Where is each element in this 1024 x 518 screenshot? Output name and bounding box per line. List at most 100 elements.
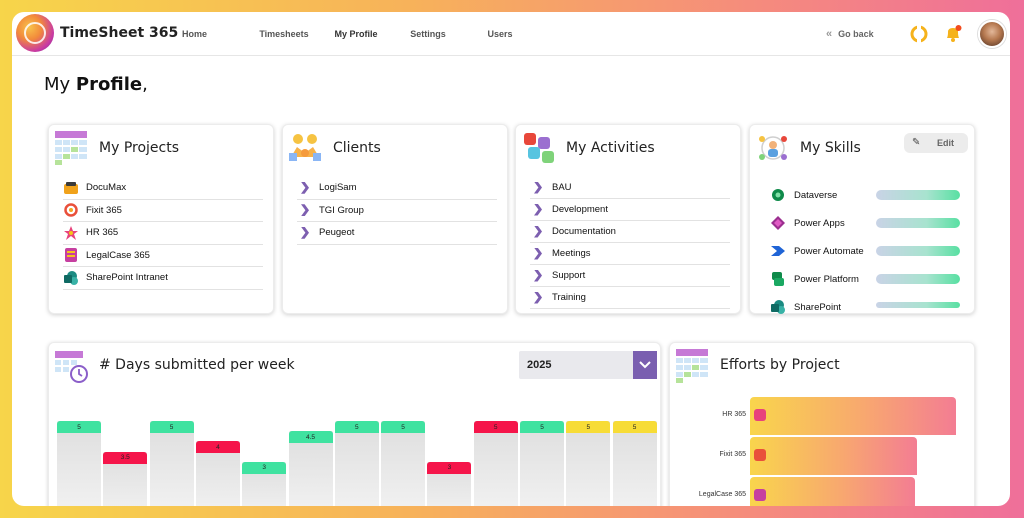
chevron-right-icon bbox=[534, 203, 542, 216]
client-item[interactable]: LogiSam bbox=[297, 177, 497, 200]
project-item[interactable]: LegalCase 365 bbox=[63, 245, 263, 267]
client-item[interactable]: TGI Group bbox=[297, 200, 497, 222]
skill-item: SharePoint bbox=[770, 299, 841, 315]
activity-label: Meetings bbox=[552, 248, 591, 259]
day-bar[interactable] bbox=[566, 421, 611, 506]
sync-icon[interactable] bbox=[909, 24, 929, 44]
year-dropdown[interactable]: 2025 bbox=[519, 351, 657, 379]
activity-label: BAU bbox=[552, 182, 572, 193]
day-bar-label: 3.5 bbox=[103, 451, 148, 464]
day-bar[interactable] bbox=[520, 421, 564, 506]
skill-level-bar bbox=[876, 302, 960, 308]
efforts-bar[interactable] bbox=[750, 397, 956, 435]
activities-list: BAU Development Documentation Meetings S… bbox=[530, 177, 730, 309]
day-bar[interactable] bbox=[334, 421, 379, 506]
activity-item[interactable]: Training bbox=[530, 287, 730, 309]
activity-item[interactable]: Meetings bbox=[530, 243, 730, 265]
project-item[interactable]: DocuMax bbox=[63, 177, 263, 200]
logo[interactable]: TimeSheet 365 bbox=[16, 14, 178, 52]
chevron-right-icon bbox=[301, 204, 309, 217]
power-automate-icon bbox=[770, 243, 786, 259]
project-icon bbox=[754, 449, 766, 461]
day-bar-label: 5 bbox=[149, 421, 194, 433]
skill-level-bar bbox=[876, 246, 960, 256]
activity-item[interactable]: Documentation bbox=[530, 221, 730, 243]
clients-title: Clients bbox=[333, 140, 381, 156]
my-activities-card: My Activities BAU Development Documentat… bbox=[515, 124, 741, 314]
project-label: LegalCase 365 bbox=[86, 249, 150, 261]
edit-label: Edit bbox=[937, 138, 954, 148]
power-platform-icon bbox=[770, 271, 786, 287]
calendar-grid-icon bbox=[676, 349, 708, 388]
nav-users[interactable]: Users bbox=[487, 29, 513, 39]
day-bar[interactable] bbox=[57, 421, 101, 506]
documax-icon bbox=[63, 180, 79, 196]
my-projects-title: My Projects bbox=[99, 140, 180, 156]
app-title: TimeSheet 365 bbox=[60, 25, 179, 41]
efforts-bar[interactable] bbox=[750, 437, 917, 475]
day-bar[interactable] bbox=[473, 421, 518, 506]
day-bar-label: 5 bbox=[57, 421, 101, 433]
efforts-bar[interactable] bbox=[750, 477, 915, 506]
project-label: HR 365 bbox=[86, 227, 119, 239]
project-icon bbox=[754, 489, 766, 501]
project-label: SharePoint Intranet bbox=[86, 272, 168, 284]
page-title: My Profile, bbox=[44, 74, 148, 95]
project-item[interactable]: HR 365 bbox=[63, 222, 263, 245]
skill-item: Power Apps bbox=[770, 215, 845, 231]
top-navigation: TimeSheet 365 Home Timesheets My Profile… bbox=[12, 12, 1010, 56]
activity-item[interactable]: BAU bbox=[530, 177, 730, 199]
client-item[interactable]: Peugeot bbox=[297, 222, 497, 245]
chevron-right-icon bbox=[534, 269, 542, 282]
project-item[interactable]: Fixit 365 bbox=[63, 200, 263, 222]
day-bar[interactable] bbox=[149, 421, 194, 506]
day-bar-label: 5 bbox=[381, 421, 426, 433]
day-bar[interactable] bbox=[288, 431, 333, 506]
nav-timesheets[interactable]: Timesheets bbox=[259, 29, 309, 39]
edit-skills-button[interactable]: ✎ Edit bbox=[904, 133, 968, 153]
days-chart-card: # Days submitted per week 2025 5 3.5 5 4 3 4.… bbox=[48, 342, 661, 506]
day-bar-label: 5 bbox=[566, 421, 611, 433]
activity-item[interactable]: Support bbox=[530, 265, 730, 287]
chevron-right-icon bbox=[301, 226, 309, 239]
app-window: TimeSheet 365 Home Timesheets My Profile… bbox=[12, 12, 1010, 506]
efforts-category-label: Fixit 365 bbox=[719, 451, 746, 458]
sharepoint-icon bbox=[770, 299, 786, 315]
go-back-label: Go back bbox=[838, 29, 874, 39]
activity-item[interactable]: Development bbox=[530, 199, 730, 221]
day-bar[interactable] bbox=[612, 421, 657, 506]
project-item[interactable]: SharePoint Intranet bbox=[63, 267, 263, 290]
chevron-right-icon bbox=[534, 291, 542, 304]
notification-bell-icon[interactable] bbox=[943, 24, 963, 44]
project-label: DocuMax bbox=[86, 182, 127, 194]
page-title-suffix: , bbox=[142, 74, 148, 95]
skill-item: Dataverse bbox=[770, 187, 837, 203]
day-bar[interactable] bbox=[381, 421, 426, 506]
skill-item: Power Platform bbox=[770, 271, 859, 287]
legalcase-icon bbox=[63, 247, 79, 263]
skill-level-bar bbox=[876, 190, 960, 200]
skill-label: Power Platform bbox=[794, 273, 859, 285]
activity-label: Development bbox=[552, 204, 608, 215]
user-avatar[interactable] bbox=[978, 20, 1006, 48]
skill-label: Power Apps bbox=[794, 217, 845, 229]
nav-my-profile[interactable]: My Profile bbox=[334, 29, 378, 39]
nav-settings[interactable]: Settings bbox=[410, 29, 446, 39]
activity-label: Training bbox=[552, 292, 586, 303]
chevron-right-icon bbox=[301, 181, 309, 194]
calendar-grid-icon bbox=[55, 131, 87, 170]
efforts-card: Efforts by Project HR 365 Fixit 365 LegalC… bbox=[669, 342, 975, 506]
double-chevron-left-icon: « bbox=[826, 28, 833, 40]
go-back-button[interactable]: « Go back bbox=[826, 28, 874, 40]
nav-home[interactable]: Home bbox=[182, 29, 208, 39]
skill-label: Power Automate bbox=[794, 245, 864, 257]
clients-card: Clients LogiSam TGI Group Peugeot bbox=[282, 124, 508, 314]
activity-label: Support bbox=[552, 270, 586, 281]
page-title-bold: Profile bbox=[75, 74, 143, 95]
project-label: Fixit 365 bbox=[86, 204, 122, 216]
skill-level-bar bbox=[876, 218, 960, 228]
projects-list: DocuMax Fixit 365 HR 365 LegalCase 365 S… bbox=[63, 177, 263, 290]
efforts-category-label: HR 365 bbox=[722, 411, 746, 418]
day-bar-label: 4.5 bbox=[288, 431, 333, 444]
handshake-icon bbox=[289, 131, 321, 170]
